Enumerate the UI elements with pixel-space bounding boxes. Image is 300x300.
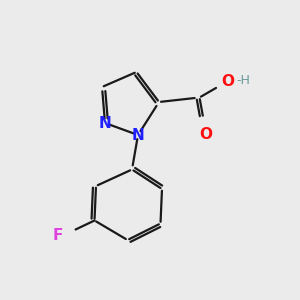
Text: F: F bbox=[52, 228, 63, 243]
Text: -H: -H bbox=[237, 74, 250, 88]
Text: N: N bbox=[99, 116, 111, 130]
Text: O: O bbox=[221, 74, 235, 88]
Text: O: O bbox=[199, 127, 212, 142]
Text: N: N bbox=[132, 128, 144, 142]
